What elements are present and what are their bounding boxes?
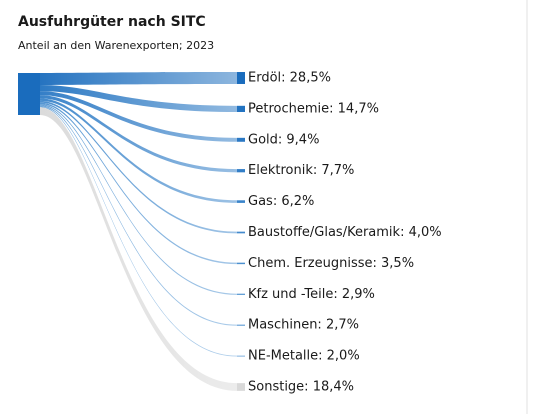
source-node (18, 73, 40, 115)
data-label: Elektronik: 7,7% (248, 163, 354, 178)
data-label: Kfz und -Teile: 2,9% (248, 287, 375, 302)
flow (40, 102, 237, 265)
chart-subtitle: Anteil an den Warenexporten; 2023 (18, 39, 214, 52)
data-label: Petrochemie: 14,7% (248, 101, 379, 116)
data-label: Chem. Erzeugnisse: 3,5% (248, 256, 414, 271)
flow (40, 98, 237, 203)
flow (40, 95, 237, 173)
data-label: Gold: 9,4% (248, 132, 319, 147)
target-node (237, 293, 245, 295)
flow (40, 100, 237, 234)
target-node (237, 324, 245, 326)
target-node (237, 262, 245, 265)
flow (40, 91, 237, 142)
chart-title: Ausfuhrgüter nach SITC (18, 14, 206, 30)
flow (40, 84, 237, 112)
target-node (237, 169, 245, 173)
target-node (237, 200, 245, 203)
data-label: Erdöl: 28,5% (248, 71, 331, 86)
target-node (237, 231, 245, 234)
target-node (237, 72, 245, 84)
data-label: NE-Metalle: 2,0% (248, 349, 360, 364)
flow (40, 107, 237, 391)
target-node (237, 105, 245, 112)
flow (40, 106, 237, 357)
data-label: Gas: 6,2% (248, 194, 314, 209)
flow (40, 72, 237, 85)
data-label: Baustoffe/Glas/Keramik: 4,0% (248, 225, 442, 240)
data-label: Sonstige: 18,4% (248, 380, 354, 395)
target-node (237, 137, 245, 142)
target-node (237, 355, 245, 357)
flow (40, 104, 237, 295)
flow (40, 105, 237, 326)
data-label: Maschinen: 2,7% (248, 318, 359, 333)
target-node (237, 383, 245, 391)
